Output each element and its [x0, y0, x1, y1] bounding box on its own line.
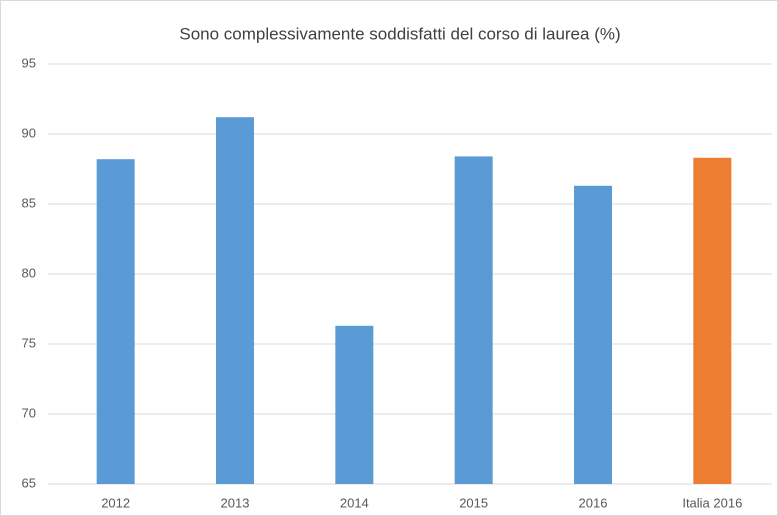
bar: [216, 117, 254, 484]
bar: [454, 156, 493, 484]
y-tick-label: 85: [22, 195, 36, 210]
y-tick-label: 90: [22, 125, 36, 140]
y-tick-label: 95: [22, 55, 36, 70]
x-tick-label: 2014: [340, 495, 369, 510]
x-tick-label: 2013: [221, 495, 250, 510]
bar: [574, 185, 612, 485]
chart-title: Sono complessivamente soddisfatti del co…: [179, 24, 620, 43]
y-tick-label: 80: [22, 265, 36, 280]
y-tick-label: 70: [22, 405, 36, 420]
x-tick-label: 2012: [101, 495, 130, 510]
y-tick-label: 75: [22, 335, 36, 350]
x-tick-label: 2016: [579, 495, 608, 510]
x-tick-label: Italia 2016: [682, 495, 742, 510]
y-tick-label: 65: [22, 475, 36, 490]
bar: [335, 325, 374, 484]
bar: [96, 159, 135, 484]
bar: [693, 157, 732, 485]
x-tick-label: 2015: [459, 495, 488, 510]
